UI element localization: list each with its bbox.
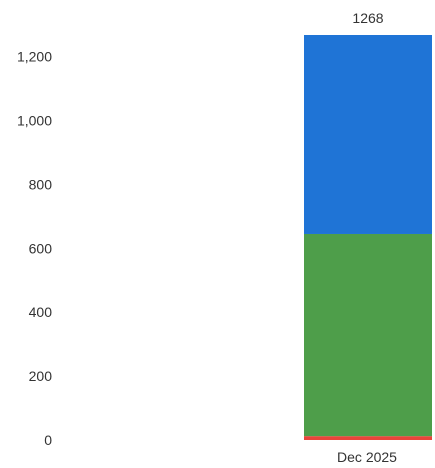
y-axis: 0 200 400 600 800 1,000 1,200 — [17, 49, 52, 448]
x-axis: Dec 2025 — [337, 449, 397, 465]
y-tick-label: 200 — [29, 368, 53, 384]
data-labels: 1268 — [352, 10, 383, 26]
y-tick-label: 400 — [29, 304, 53, 320]
x-category-label: Dec 2025 — [337, 449, 397, 465]
bar-stack — [304, 35, 432, 440]
y-tick-label: 1,200 — [17, 49, 52, 65]
y-tick-label: 1,000 — [17, 113, 52, 129]
bar-segment-1[interactable] — [304, 436, 432, 440]
bar-segment-2[interactable] — [304, 233, 432, 437]
bar-segment-3[interactable] — [304, 35, 432, 234]
y-tick-label: 800 — [29, 176, 53, 192]
y-tick-label: 0 — [44, 432, 52, 448]
y-tick-label: 600 — [29, 240, 53, 256]
total-data-label: 1268 — [352, 10, 383, 26]
